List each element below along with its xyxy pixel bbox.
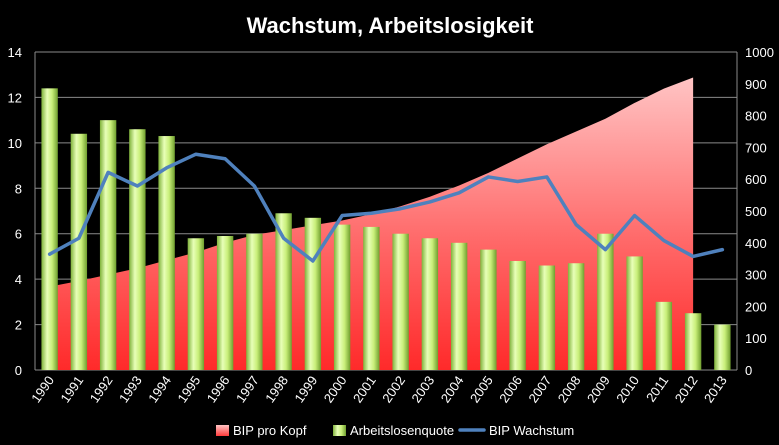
x-axis-tick-label: 2006 (496, 373, 525, 405)
bar-arbeitslosenquote (714, 324, 731, 370)
x-axis-tick-label: 2011 (643, 373, 671, 405)
right-axis-tick-label: 100 (745, 331, 767, 346)
x-axis-tick-label: 2001 (350, 373, 379, 405)
bar-arbeitslosenquote (70, 133, 88, 370)
line-bip-wachstum (47, 152, 725, 263)
bar-arbeitslosenquote (246, 233, 263, 370)
left-axis-tick-label: 8 (15, 181, 22, 196)
bar-arbeitslosenquote (158, 136, 175, 370)
left-axis-tick-label: 2 (15, 318, 22, 333)
x-axis-tick-label: 1997 (233, 373, 262, 405)
x-axis-tick-label: 2002 (379, 373, 408, 405)
legend: BIP pro Kopf Arbeitslosenquote BIP Wachs… (216, 423, 574, 438)
right-axis-tick-label: 800 (745, 109, 767, 124)
bar-arbeitslosenquote (392, 233, 409, 370)
bar-arbeitslosenquote (333, 224, 351, 370)
x-axis-tick-label: 1993 (116, 373, 145, 405)
left-axis-tick-label: 12 (8, 90, 22, 105)
right-axis-tick-label: 1000 (745, 45, 774, 60)
left-axis-tick-label: 0 (15, 363, 22, 378)
bar-arbeitslosenquote (626, 256, 643, 370)
left-axis-tick-label: 6 (15, 227, 22, 242)
x-axis-tick-label: 1994 (145, 373, 174, 405)
x-axis: 1990 1991 1992 1993 1994 1995 1996 1997 1998 1999… (28, 373, 730, 405)
legend-swatch-bip-pro-kopf (216, 425, 229, 436)
x-axis-tick-label: 1992 (87, 373, 116, 405)
right-axis-tick-label: 0 (745, 363, 752, 378)
bar-arbeitslosenquote (538, 265, 556, 370)
x-axis-tick-label: 1998 (262, 373, 291, 405)
x-axis-tick-label: 1999 (291, 373, 320, 405)
bar-arbeitslosenquote (304, 217, 322, 370)
bar-arbeitslosenquote (421, 238, 439, 370)
legend-label-bip-wachstum: BIP Wachstum (489, 423, 574, 438)
x-axis-tick-label: 2013 (701, 373, 730, 405)
legend-label-bip-pro-kopf: BIP pro Kopf (233, 423, 307, 438)
x-axis-tick-label: 1990 (28, 373, 57, 405)
bar-arbeitslosenquote (509, 260, 526, 370)
right-axis-tick-label: 400 (745, 236, 767, 251)
right-axis: 0 100 200 300 400 500 600 700 800 900 1000 (745, 45, 774, 378)
area-series-layer (49, 77, 694, 370)
x-axis-tick-label: 1991 (57, 373, 86, 405)
x-axis-tick-label: 2005 (467, 373, 496, 405)
bar-arbeitslosenquote (275, 213, 292, 370)
right-axis-tick-label: 700 (745, 140, 767, 155)
right-axis-tick-label: 900 (745, 77, 767, 92)
x-axis-tick-label: 1995 (174, 373, 203, 405)
bar-arbeitslosenquote (684, 313, 702, 370)
bar-arbeitslosenquote (41, 88, 58, 370)
chart-title: Wachstum, Arbeitslosigkeit (247, 13, 535, 38)
bar-arbeitslosenquote (597, 233, 614, 370)
bar-arbeitslosenquote (567, 263, 585, 370)
x-axis-tick-label: 2012 (672, 373, 701, 405)
bar-arbeitslosenquote (363, 226, 380, 370)
line-series-layer (47, 152, 725, 263)
left-axis-tick-label: 10 (8, 136, 22, 151)
x-axis-tick-label: 2004 (438, 373, 467, 405)
x-axis-tick-label: 2009 (584, 373, 613, 405)
legend-swatch-arbeitslosenquote (333, 425, 346, 436)
area-bip-pro-kopf (49, 77, 694, 370)
x-axis-tick-label: 2010 (613, 373, 642, 405)
right-axis-tick-label: 300 (745, 268, 767, 283)
right-axis-tick-label: 200 (745, 299, 767, 314)
right-axis-tick-label: 500 (745, 204, 767, 219)
bar-arbeitslosenquote (187, 238, 205, 370)
x-axis-tick-label: 2000 (321, 373, 350, 405)
bar-arbeitslosenquote (450, 242, 468, 370)
bar-arbeitslosenquote (655, 301, 673, 370)
x-axis-tick-label: 2003 (408, 373, 437, 405)
bar-arbeitslosenquote (216, 235, 234, 370)
left-axis: 0 2 4 6 8 10 12 14 (8, 45, 22, 378)
x-axis-tick-label: 2007 (525, 373, 554, 405)
legend-label-arbeitslosenquote: Arbeitslosenquote (350, 423, 454, 438)
right-axis-tick-label: 600 (745, 172, 767, 187)
bar-arbeitslosenquote (480, 249, 497, 370)
bar-series-layer (41, 88, 731, 371)
x-axis-tick-label: 1996 (204, 373, 233, 405)
bar-arbeitslosenquote (129, 129, 146, 370)
left-axis-tick-label: 4 (15, 272, 22, 287)
x-axis-tick-label: 2008 (555, 373, 584, 405)
left-axis-tick-label: 14 (8, 45, 22, 60)
bar-arbeitslosenquote (99, 120, 117, 371)
